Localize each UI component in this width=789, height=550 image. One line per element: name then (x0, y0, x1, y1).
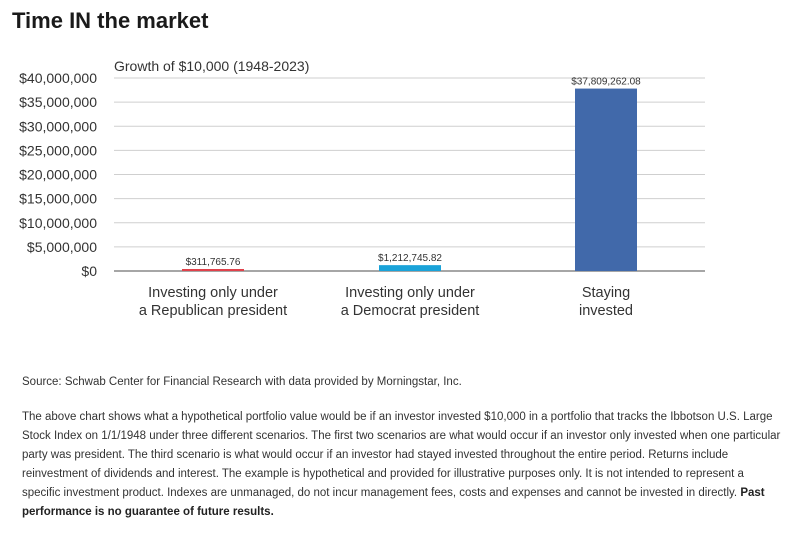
x-axis-category-labels: Investing only under a Republican preside… (139, 285, 633, 319)
y-tick-label: $30,000,000 (19, 118, 97, 134)
y-axis-tick-labels: $0 $5,000,000 $10,000,000 $15,000,000 $20,00… (19, 70, 97, 279)
category-label: invested (579, 303, 633, 319)
y-tick-label: $40,000,000 (19, 70, 97, 86)
bar-3 (575, 88, 637, 271)
y-tick-label: $10,000,000 (19, 215, 97, 231)
y-tick-label: $25,000,000 (19, 142, 97, 158)
category-label: a Democrat president (341, 303, 480, 319)
source-note: Source: Schwab Center for Financial Rese… (22, 376, 462, 388)
bar-1 (182, 269, 244, 271)
y-tick-label: $35,000,000 (19, 94, 97, 110)
value-label: $1,212,745.82 (378, 253, 442, 264)
y-tick-label: $20,000,000 (19, 167, 97, 183)
category-label: Staying (582, 285, 630, 301)
disclaimer-text: The above chart shows what a hypothetica… (22, 411, 781, 499)
bar-2 (379, 265, 441, 271)
category-label: Investing only under (148, 285, 278, 301)
value-label: $37,809,262.08 (571, 77, 641, 88)
y-tick-label: $0 (81, 263, 97, 279)
category-label: a Republican president (139, 303, 287, 319)
past-performance-warning: Past performance is no guarantee of futu… (22, 487, 765, 518)
value-labels: $311,765.76 $1,212,745.82 $37,809,262.08 (186, 77, 642, 268)
chart-title: Growth of $10,000 (1948-2023) (114, 58, 309, 74)
value-label: $311,765.76 (186, 257, 241, 268)
page-title: Time IN the market (12, 8, 209, 33)
disclaimer-paragraph: The above chart shows what a hypothetica… (22, 408, 782, 522)
category-label: Investing only under (345, 285, 475, 301)
y-tick-label: $5,000,000 (27, 239, 97, 255)
y-tick-label: $15,000,000 (19, 191, 97, 207)
bars (182, 88, 637, 271)
bar-chart: Growth of $10,000 (1948-2023) $0 $5,000,0… (19, 58, 705, 319)
